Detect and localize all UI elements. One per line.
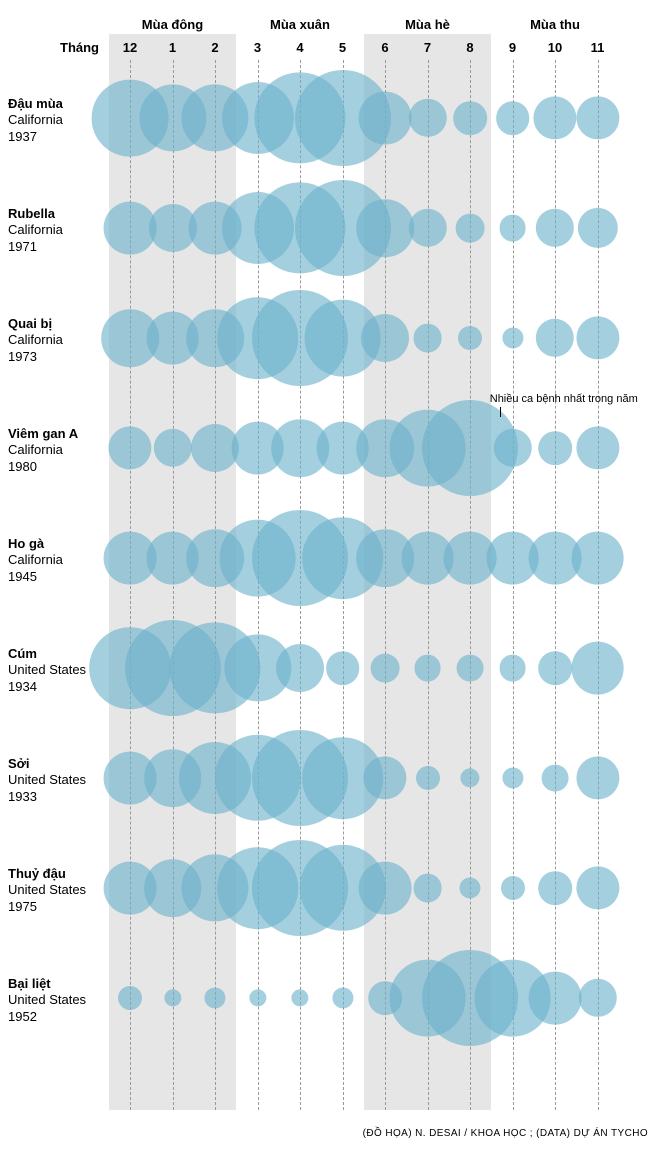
bubble (502, 767, 523, 788)
month-label: 2 (200, 40, 230, 55)
bubble (359, 92, 412, 145)
disease-name: Viêm gan A (8, 426, 120, 442)
bubble (459, 877, 480, 898)
disease-name: Bại liệt (8, 976, 120, 992)
row-label: Viêm gan ACalifornia1980 (8, 426, 120, 475)
bubble (204, 987, 225, 1008)
credit: (ĐỒ HỌA) N. DESAI / KHOA HỌC ; (DATA) DỰ… (363, 1128, 648, 1139)
disease-name: Rubella (8, 206, 120, 222)
bubble (576, 756, 619, 799)
bubble (501, 876, 525, 900)
month-label: 7 (413, 40, 443, 55)
bubble (576, 316, 619, 359)
bubble (361, 314, 409, 362)
bubble (571, 532, 624, 585)
bubble (276, 644, 324, 692)
bubble (496, 101, 530, 135)
bubble (453, 101, 487, 135)
bubble (499, 655, 526, 682)
bubble (332, 987, 353, 1008)
bubble (359, 862, 412, 915)
annotation: Nhiều ca bệnh nhất trong năm (490, 393, 638, 405)
season-label: Mùa hè (358, 17, 498, 32)
season-label: Mùa thu (485, 17, 625, 32)
bubble (413, 874, 442, 903)
disease-name: Sởi (8, 756, 120, 772)
bubble (456, 214, 485, 243)
bubble (538, 651, 572, 685)
row-label: Bại liệtUnited States1952 (8, 976, 120, 1025)
bubble (458, 326, 482, 350)
season-label: Mùa xuân (230, 17, 370, 32)
month-label: 5 (328, 40, 358, 55)
bubble (249, 989, 266, 1006)
bubble (538, 871, 572, 905)
bubble (414, 655, 441, 682)
month-label: 4 (285, 40, 315, 55)
season-label: Mùa đông (103, 17, 243, 32)
bubble (413, 324, 442, 353)
bubble (416, 766, 440, 790)
year: 1975 (8, 899, 120, 915)
bubble (536, 319, 574, 357)
bubble (457, 655, 484, 682)
bubble (493, 429, 531, 467)
disease-name: Ho gà (8, 536, 120, 552)
bubble (371, 654, 400, 683)
bubble (576, 426, 619, 469)
bubble (578, 979, 616, 1017)
month-label: 6 (370, 40, 400, 55)
seasonal-disease-chart: Mùa đôngMùa xuânMùa hèMùa thuTháng121234… (0, 0, 660, 1157)
bubble (529, 972, 582, 1025)
bubble (502, 327, 523, 348)
bubble (571, 642, 624, 695)
month-label: 1 (158, 40, 188, 55)
disease-name: Thuỷ đậu (8, 866, 120, 882)
year: 1980 (8, 459, 120, 475)
month-label: 9 (498, 40, 528, 55)
bubble (533, 96, 576, 139)
month-label: 8 (455, 40, 485, 55)
bubble (291, 989, 308, 1006)
bubble (538, 431, 572, 465)
year: 1933 (8, 789, 120, 805)
bubble (576, 96, 619, 139)
bubble (326, 651, 360, 685)
annotation-tick (500, 407, 501, 417)
bubble (499, 215, 526, 242)
axis-title: Tháng (60, 40, 99, 55)
month-label: 12 (115, 40, 145, 55)
month-label: 10 (540, 40, 570, 55)
location: California (8, 442, 120, 458)
month-label: 3 (243, 40, 273, 55)
bubble (118, 986, 142, 1010)
bubble (576, 866, 619, 909)
bubble (536, 209, 574, 247)
month-label: 11 (583, 40, 613, 55)
bubble (542, 765, 569, 792)
year: 1945 (8, 569, 120, 585)
location: United States (8, 992, 120, 1008)
year: 1952 (8, 1009, 120, 1025)
year: 1971 (8, 239, 120, 255)
bubble (577, 208, 617, 248)
bubble (356, 199, 414, 257)
